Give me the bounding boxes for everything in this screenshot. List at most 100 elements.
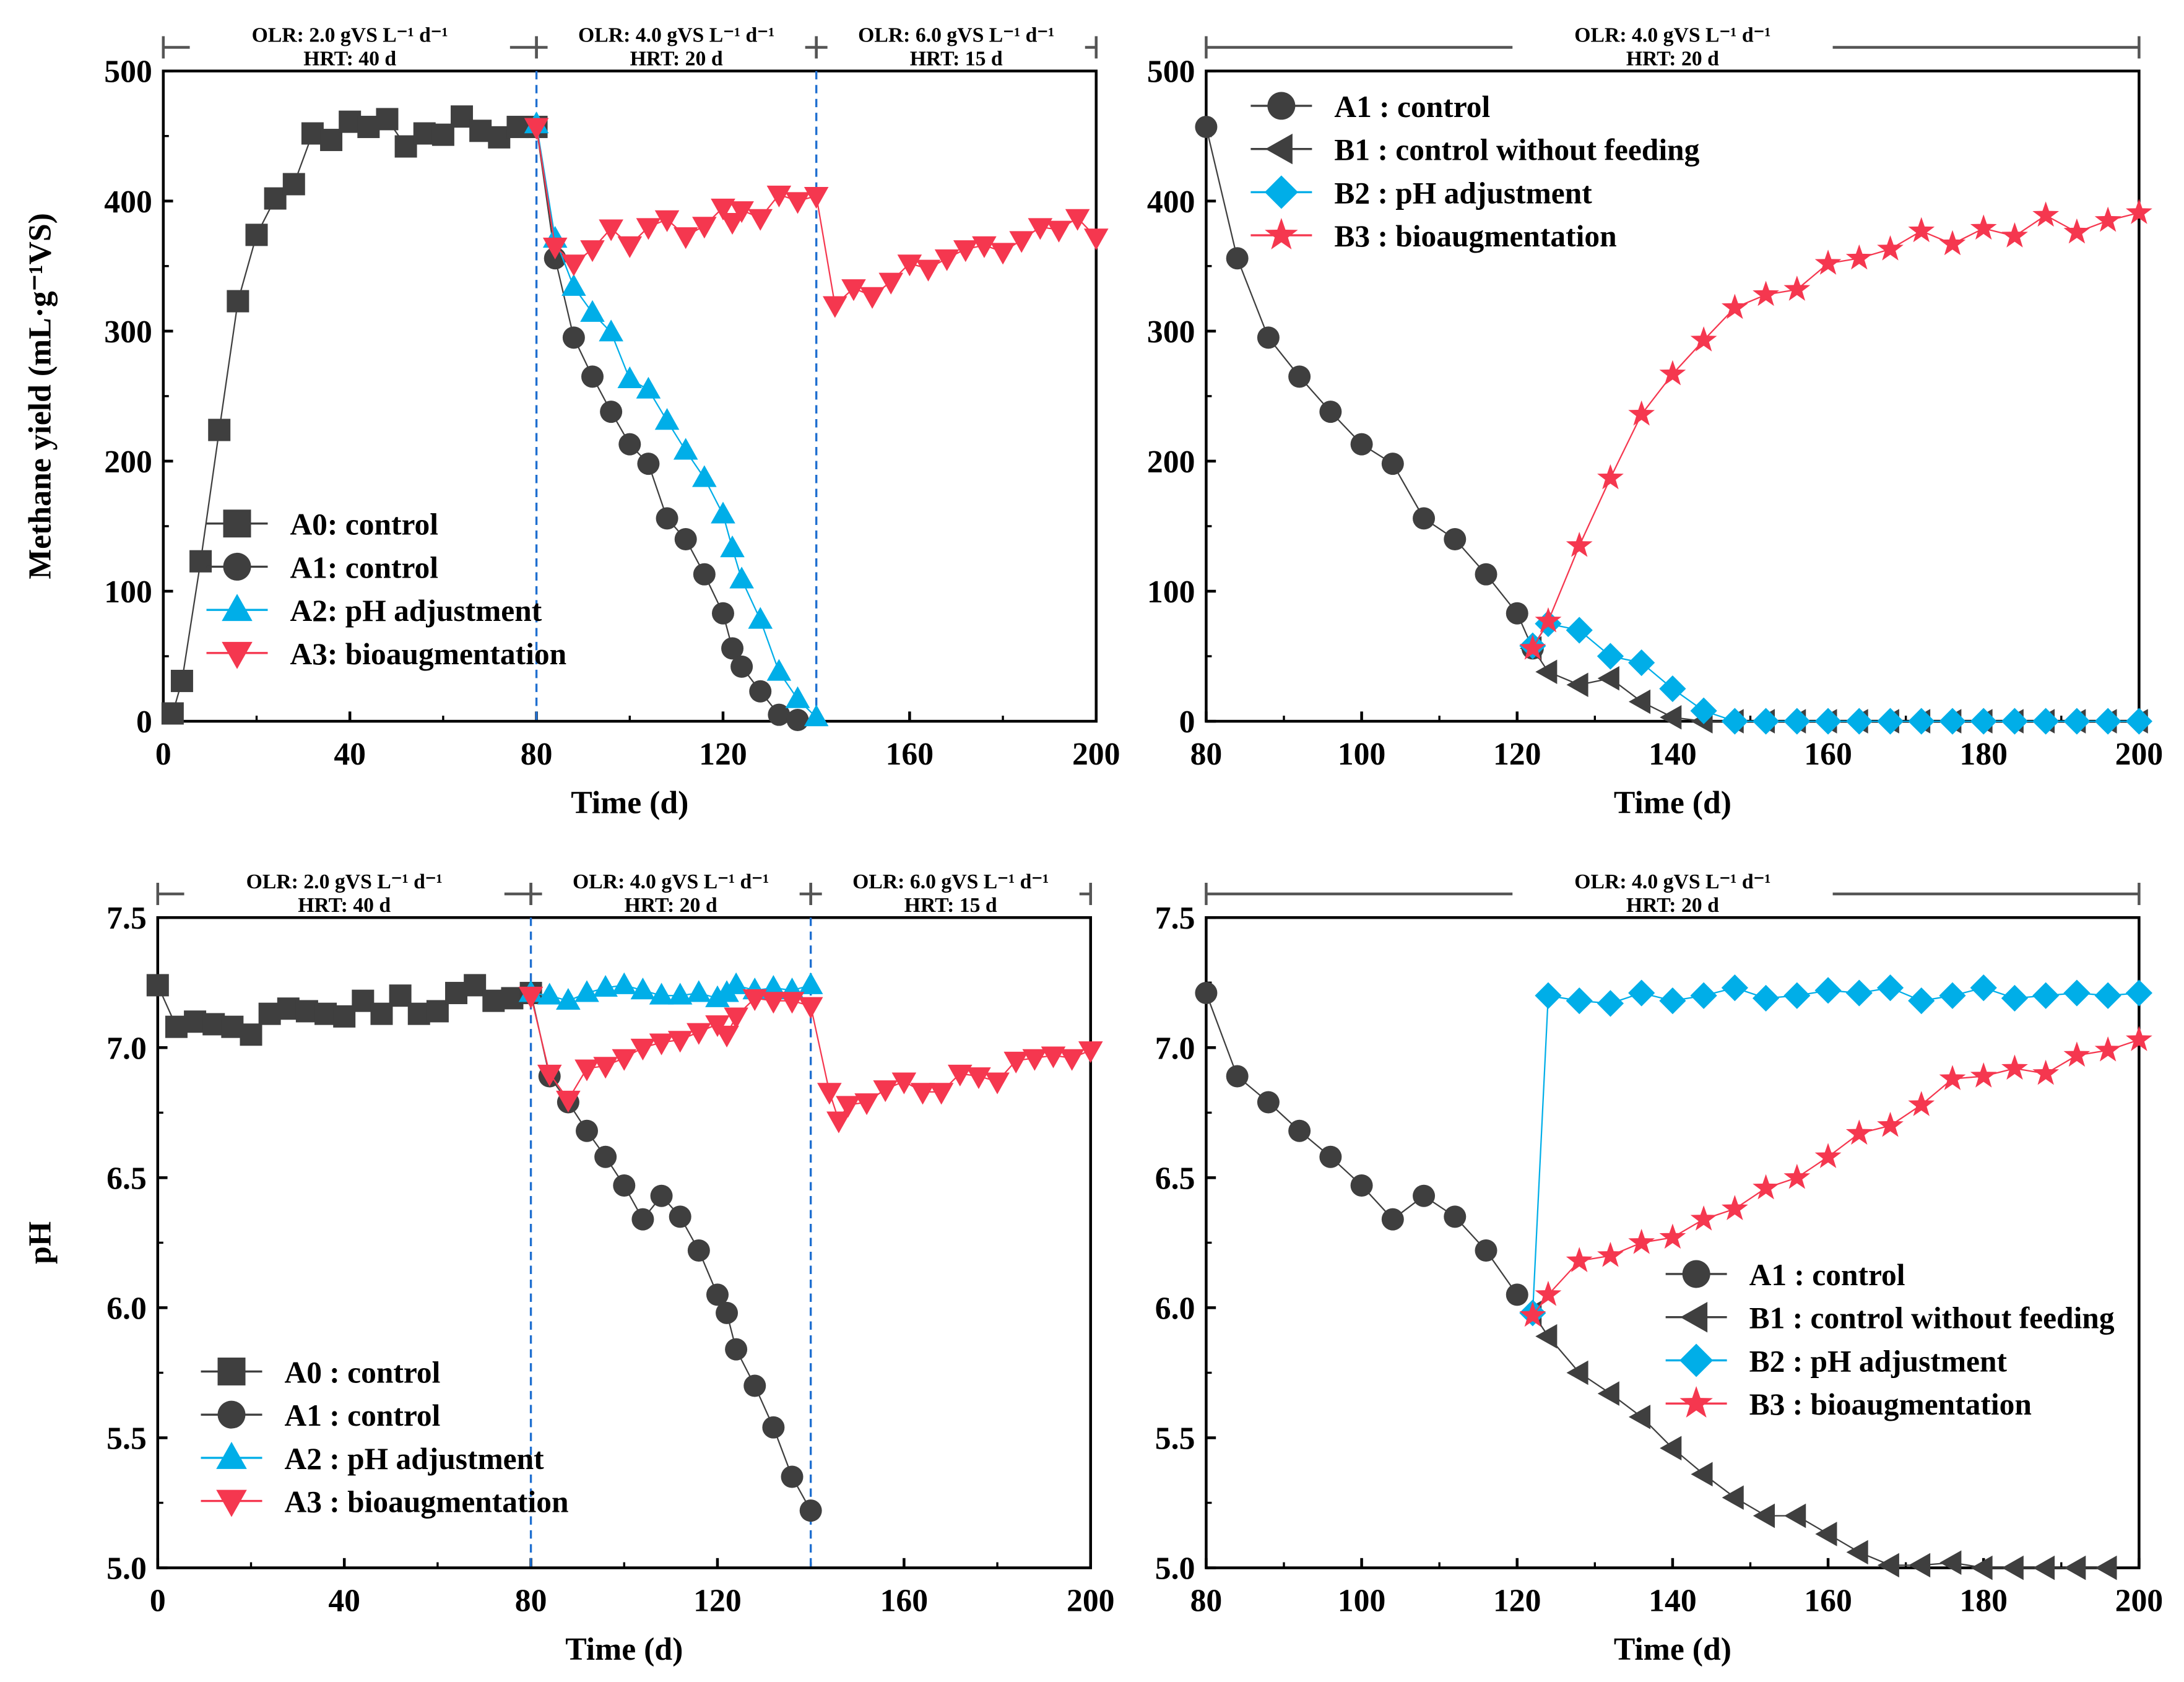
square-marker (245, 223, 268, 246)
circle-marker (799, 1499, 822, 1522)
diamond-marker (1264, 175, 1298, 209)
star-marker (1939, 230, 1966, 256)
x-tick-label: 120 (693, 1583, 742, 1618)
star-marker (1535, 1280, 1562, 1306)
x-tick-label: 0 (155, 737, 171, 772)
phase-hrt-label: HRT: 20 d (1626, 48, 1719, 71)
square-marker (333, 1005, 356, 1028)
series-A0 (161, 105, 548, 725)
y-axis-label: pH (23, 1221, 58, 1264)
circle-marker (711, 602, 734, 625)
triangle-left-marker (2064, 1555, 2086, 1580)
phase-hrt-label: HRT: 20 d (625, 894, 717, 917)
triangle-down-marker (891, 1072, 917, 1095)
triangle-down-marker (1009, 231, 1034, 253)
star-marker (1679, 1386, 1713, 1418)
triangle-down-marker (518, 986, 544, 1008)
triangle-down-marker (953, 240, 978, 262)
square-marker (389, 984, 412, 1007)
triangle-up-marker (654, 408, 680, 430)
star-marker (1721, 1195, 1748, 1220)
legend-label: A1 : control (284, 1398, 440, 1433)
legend-label: A1 : control (1334, 90, 1490, 124)
triangle-down-marker (599, 219, 623, 241)
x-tick-label: 80 (1190, 1583, 1223, 1618)
square-marker (208, 418, 231, 441)
triangle-down-marker (1078, 1041, 1103, 1064)
star-marker (1659, 1223, 1686, 1249)
y-tick-label: 7.5 (1155, 901, 1195, 936)
y-tick-label: 0 (1179, 704, 1195, 740)
star-marker (2094, 206, 2121, 232)
triangle-down-marker (1003, 1051, 1028, 1073)
diamond-marker (1908, 987, 1935, 1015)
diamond-marker (1783, 982, 1811, 1009)
star-marker (1753, 1174, 1779, 1200)
y-tick-label: 7.0 (106, 1031, 147, 1066)
diamond-marker (1566, 617, 1593, 644)
triangle-down-marker (929, 1083, 954, 1105)
series-A1 (1195, 116, 1544, 660)
square-marker (170, 669, 193, 692)
y-tick-label: 6.5 (106, 1161, 147, 1196)
circle-marker (581, 365, 604, 388)
y-tick-label: 400 (1147, 184, 1195, 220)
triangle-down-marker (966, 1067, 991, 1090)
triangle-up-marker (761, 974, 786, 997)
star-marker (1566, 531, 1593, 557)
square-marker (295, 1000, 318, 1023)
triangle-down-marker (826, 1111, 851, 1134)
triangle-down-marker (766, 185, 792, 207)
star-marker (1939, 1065, 1966, 1090)
star-marker (1721, 293, 1748, 319)
y-tick-label: 200 (104, 444, 152, 480)
triangle-up-marker (612, 972, 637, 994)
triangle-up-marker (687, 980, 711, 1002)
x-tick-label: 160 (886, 737, 934, 772)
triangle-up-marker (720, 535, 745, 558)
series-A1 (525, 116, 809, 731)
legend-label: A0: control (290, 508, 438, 542)
triangle-down-marker (711, 198, 735, 220)
x-tick-label: 200 (1067, 1583, 1115, 1618)
square-marker (227, 290, 249, 313)
circle-marker (656, 507, 678, 530)
circle-marker (576, 1119, 598, 1142)
x-tick-label: 120 (1493, 737, 1541, 772)
star-marker (1628, 1228, 1655, 1254)
legend-label: A1 : control (1749, 1258, 1905, 1292)
triangle-down-marker (1065, 209, 1090, 231)
triangle-down-marker (524, 118, 549, 140)
circle-marker (223, 552, 251, 581)
y-tick-label: 7.5 (106, 901, 147, 936)
star-marker (2001, 222, 2028, 248)
circle-marker (594, 1145, 617, 1168)
triangle-down-marker (934, 249, 960, 271)
triangle-left-marker (1753, 1503, 1775, 1528)
y-tick-label: 5.5 (106, 1421, 147, 1456)
star-marker (1814, 249, 1842, 275)
triangle-up-marker (556, 987, 581, 1010)
star-marker (1970, 1062, 1997, 1088)
diamond-marker (1845, 708, 1873, 735)
triangle-down-marker (841, 279, 866, 301)
triangle-down-marker (985, 1072, 1010, 1095)
circle-marker (1350, 433, 1373, 456)
triangle-down-marker (860, 287, 885, 309)
diamond-marker (1783, 708, 1811, 735)
y-tick-label: 6.0 (106, 1291, 147, 1326)
series-line (535, 126, 798, 721)
triangle-up-marker (580, 300, 605, 322)
diamond-marker (2032, 982, 2060, 1009)
diamond-marker (1566, 987, 1593, 1015)
circle-marker (1195, 982, 1218, 1005)
circle-marker (693, 563, 716, 586)
star-marker (1690, 326, 1717, 352)
circle-marker (1506, 1283, 1528, 1306)
diamond-marker (1939, 982, 1966, 1009)
triangle-down-marker (1022, 1049, 1047, 1071)
diamond-marker (1753, 984, 1780, 1012)
triangle-left-marker (1628, 1405, 1651, 1429)
